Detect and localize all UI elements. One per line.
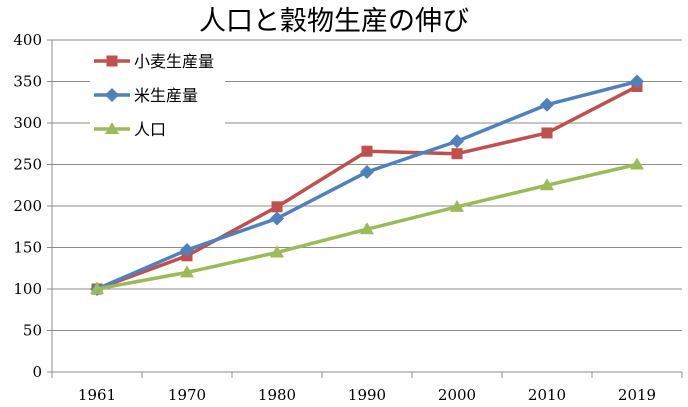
legend-label-1: 小麦生産量: [134, 52, 214, 71]
y-tick-label-150: 150: [13, 239, 42, 257]
x-axis-ticks: 1961 1970 1980 1990 2000 2010 2019: [51, 372, 683, 404]
data-point-2-2010: [540, 97, 554, 112]
data-point-2-2019: [630, 74, 644, 89]
data-point-1-1990: [361, 145, 373, 157]
data-point-3-1980: [270, 245, 284, 258]
series-group: [90, 74, 644, 296]
data-point-2-1980: [270, 211, 284, 226]
data-point-2-1990: [360, 164, 374, 179]
data-point-3-1970: [180, 265, 194, 278]
data-point-2-1970: [180, 242, 194, 257]
data-point-1-1980: [271, 201, 283, 213]
legend-marker-1: [106, 55, 118, 67]
x-tick-label-1990: 1990: [348, 386, 386, 404]
y-tick-label-0: 0: [32, 363, 42, 381]
legend-label-3: 人口: [134, 120, 166, 139]
series-3: [90, 157, 644, 294]
data-point-3-1990: [360, 222, 374, 235]
legend-marker-3: [105, 122, 119, 134]
data-point-3-1961: [90, 282, 104, 294]
x-tick-label-2019: 2019: [618, 386, 656, 404]
y-tick-label-350: 350: [13, 73, 42, 91]
x-tick-label-1961: 1961: [78, 386, 116, 404]
legend-marker-2: [105, 88, 119, 102]
y-tick-label-100: 100: [13, 280, 42, 298]
y-tick-label-200: 200: [13, 197, 42, 215]
data-point-1-2000: [451, 148, 463, 160]
data-point-1-2010: [541, 127, 553, 139]
legend-label-2: 米生産量: [134, 86, 198, 105]
data-point-3-2000: [450, 199, 464, 212]
y-tick-label-300: 300: [13, 114, 42, 132]
y-tick-label-50: 50: [23, 322, 42, 340]
data-point-3-2019: [630, 157, 644, 170]
series-2: [90, 74, 644, 296]
y-tick-label-250: 250: [13, 156, 42, 174]
data-point-2-2000: [450, 134, 464, 149]
data-point-3-2010: [540, 178, 554, 191]
y-tick-label-400: 400: [13, 31, 42, 49]
y-axis-ticks: 0 50 100 150 200 250 300 350 400: [13, 31, 52, 381]
x-tick-label-1980: 1980: [258, 386, 296, 404]
x-tick-label-2000: 2000: [438, 386, 476, 404]
x-tick-label-1970: 1970: [168, 386, 206, 404]
x-tick-label-2010: 2010: [528, 386, 566, 404]
chart-title: 人口と穀物生産の伸び: [199, 6, 469, 37]
